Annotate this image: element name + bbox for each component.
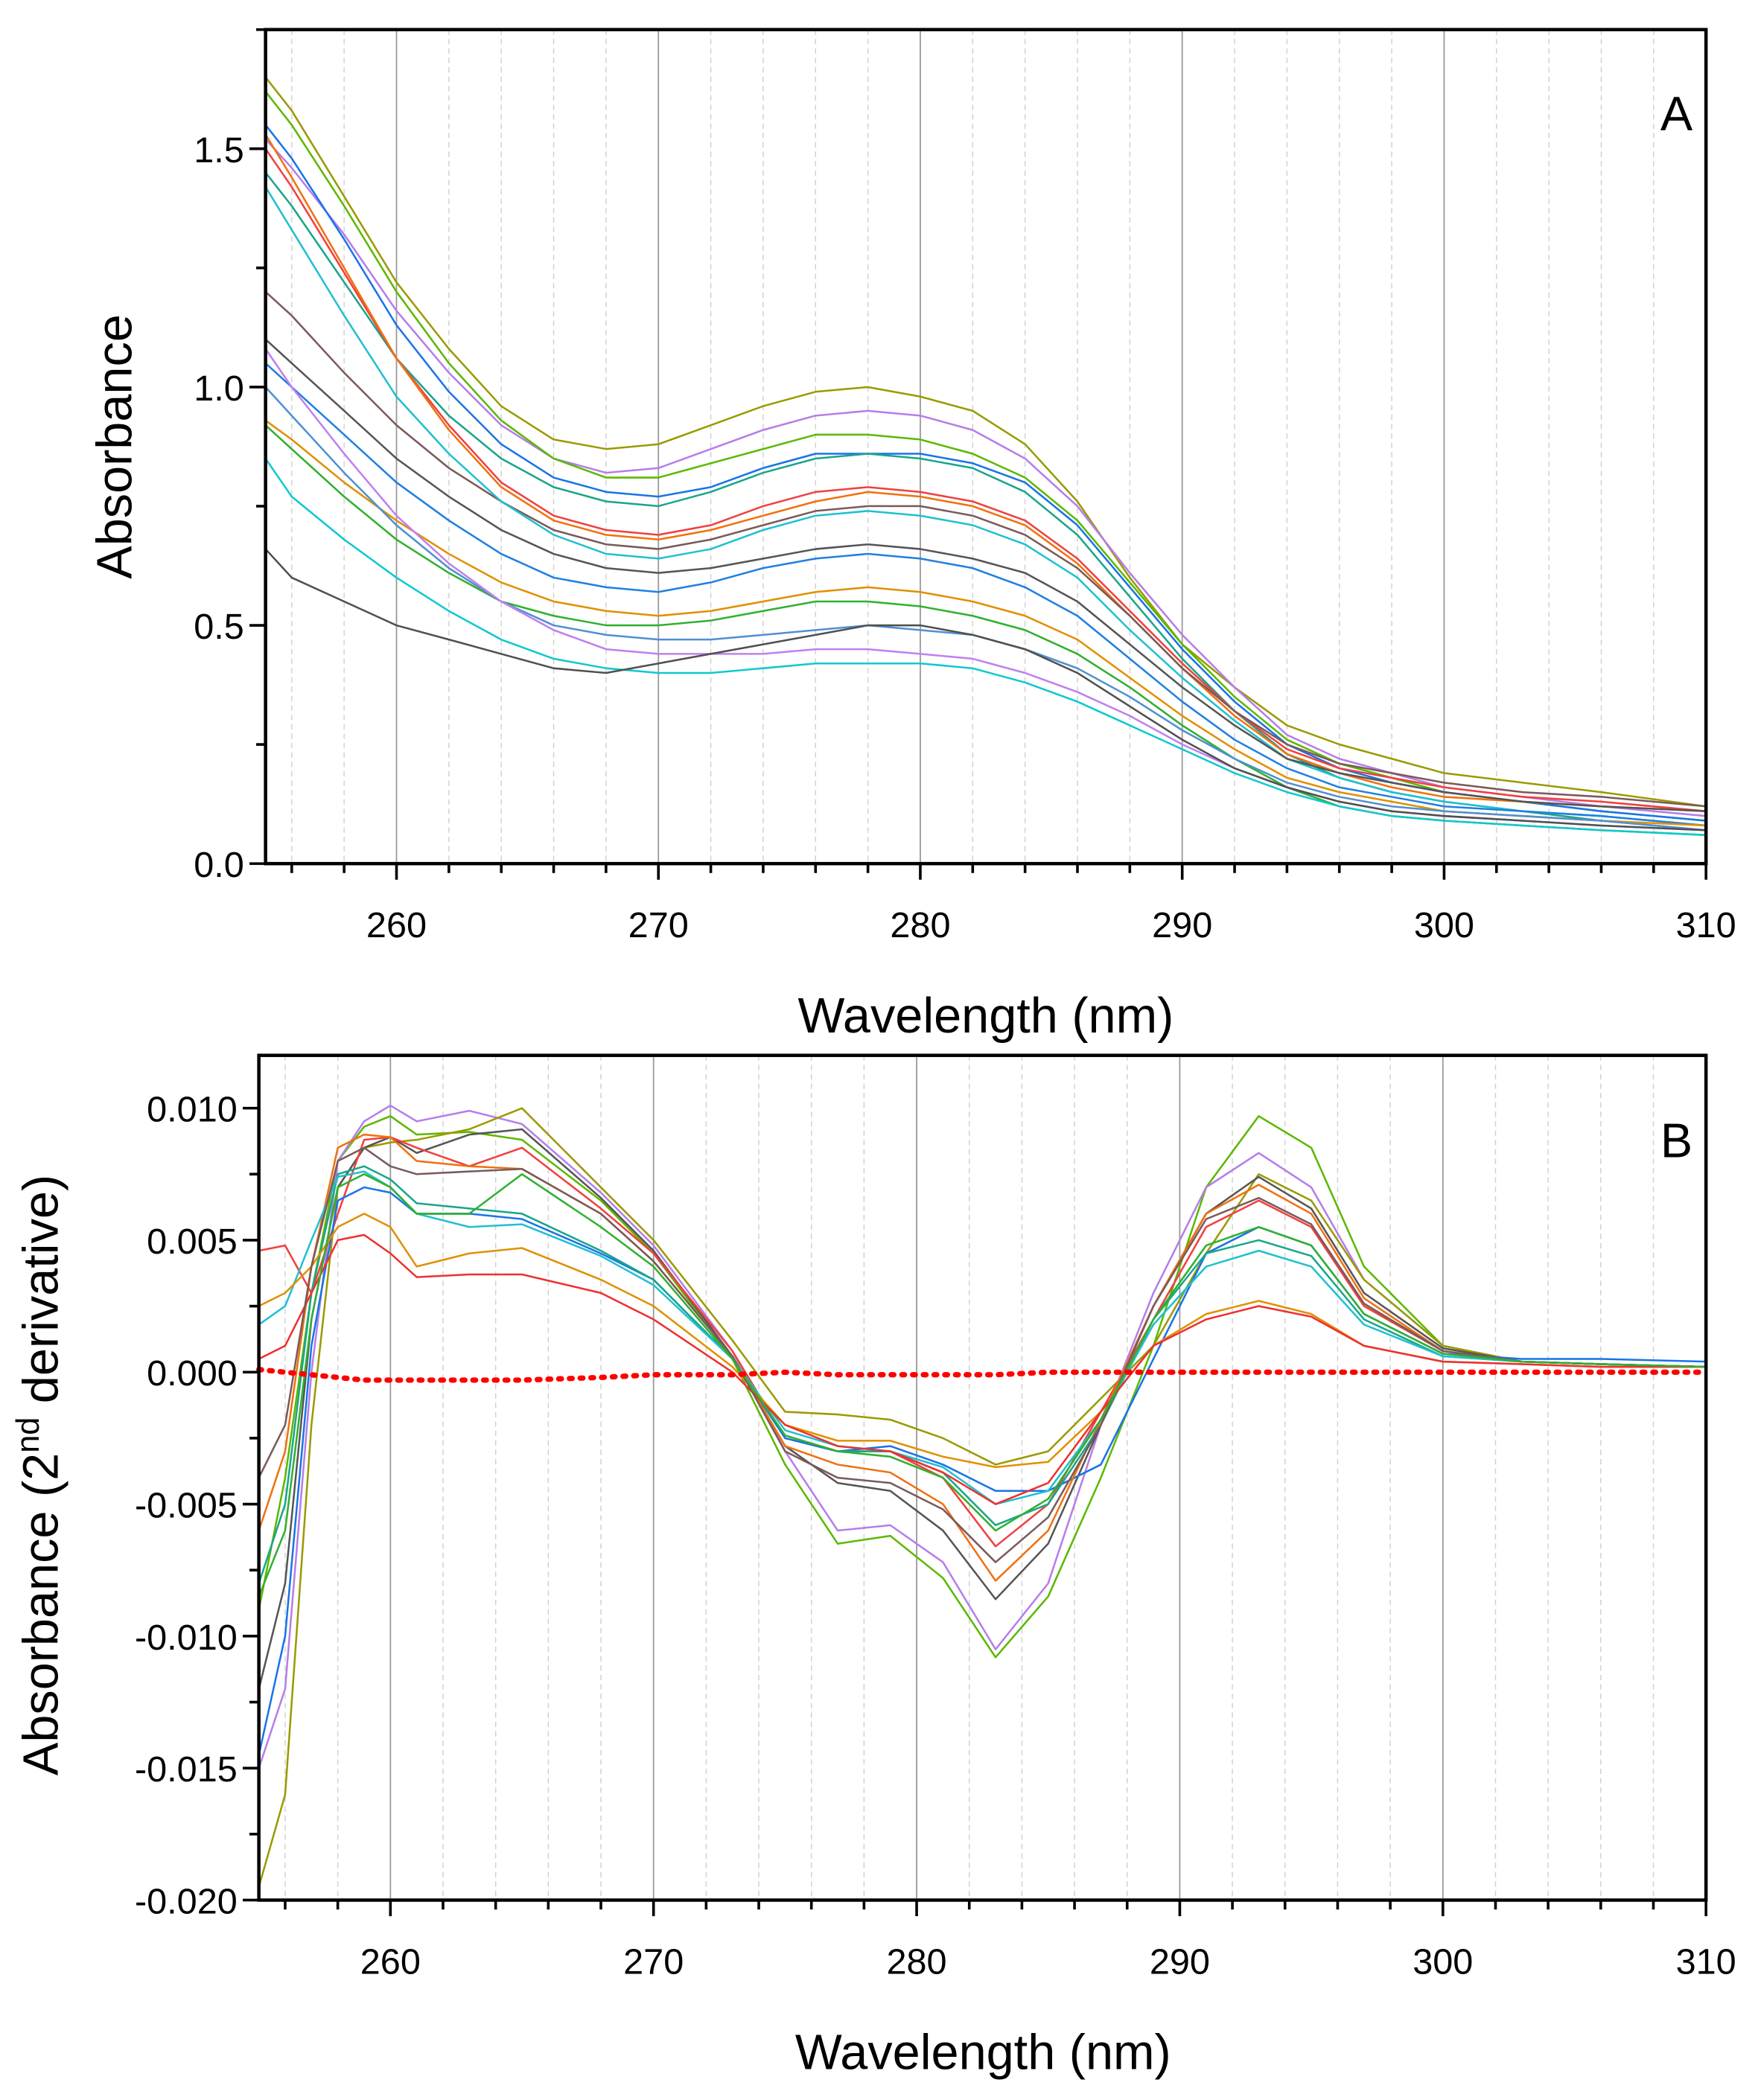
y-axis-title-b: Absorbance (2nd derivative) bbox=[10, 1175, 69, 1775]
series-line-9 bbox=[258, 1170, 1707, 1505]
series-line-3 bbox=[264, 91, 1707, 822]
y-tick-label: 0.000 bbox=[147, 1353, 238, 1394]
series-line-13 bbox=[264, 424, 1707, 837]
y-tick-label: 1.0 bbox=[194, 368, 244, 409]
series-line-4 bbox=[258, 1128, 1707, 1690]
y-axis-title-b-rest: derivative) bbox=[13, 1175, 69, 1417]
panel-a-absorbance-chart: A Wavelength (nm) Absorbance 260 270 280 29… bbox=[88, 28, 1736, 1044]
y-tick-label: -0.010 bbox=[135, 1618, 238, 1658]
plot-frame bbox=[257, 1053, 1708, 1902]
y-tick-label: 0.0 bbox=[194, 845, 244, 885]
series-line-11 bbox=[264, 362, 1707, 827]
series-line-8 bbox=[258, 1165, 1707, 1584]
grid bbox=[291, 29, 1655, 864]
x-tick-label: 300 bbox=[1414, 905, 1474, 945]
series-line-9 bbox=[264, 186, 1707, 827]
x-axis-title-a: Wavelength (nm) bbox=[797, 989, 1174, 1044]
baseline-dotted-series bbox=[256, 1367, 1709, 1383]
series-line-1 bbox=[264, 76, 1707, 808]
series-line-12 bbox=[258, 1146, 1707, 1563]
y-tick-label: -0.005 bbox=[135, 1486, 238, 1526]
series-line-1 bbox=[258, 1115, 1707, 1659]
y-axis-title-b-superscript: nd bbox=[10, 1417, 46, 1453]
y-tick-label: 0.005 bbox=[147, 1222, 238, 1262]
panel-label-b: B bbox=[1660, 1114, 1692, 1168]
series-line-6 bbox=[264, 148, 1707, 812]
series-line-2 bbox=[258, 1104, 1707, 1769]
y-tick-label: 1.5 bbox=[194, 130, 244, 170]
x-tick-label: 270 bbox=[628, 905, 689, 945]
x-tick-label: 290 bbox=[1150, 1942, 1210, 1982]
series-group bbox=[256, 1104, 1709, 1888]
series-group bbox=[264, 76, 1707, 837]
x-tick-label: 310 bbox=[1676, 905, 1736, 945]
panel-label-a: A bbox=[1660, 86, 1693, 141]
x-tick-label: 290 bbox=[1152, 905, 1212, 945]
series-line-16 bbox=[264, 458, 1707, 837]
x-tick-label: 280 bbox=[886, 1942, 946, 1982]
series-line-3 bbox=[258, 1107, 1707, 1888]
x-tick-label: 280 bbox=[890, 905, 950, 945]
y-tick-label: 0.5 bbox=[194, 607, 244, 647]
plot-frame bbox=[264, 28, 1708, 866]
x-tick-label: 260 bbox=[366, 905, 427, 945]
series-line-12 bbox=[264, 419, 1707, 827]
panel-b-second-derivative-chart: B Wavelength (nm) Absorbance (2nd deriva… bbox=[10, 1053, 1736, 2080]
series-line-4 bbox=[264, 124, 1707, 822]
y-axis-title-a: Absorbance bbox=[88, 314, 143, 579]
x-tick-label: 310 bbox=[1676, 1942, 1736, 1982]
x-tick-label: 260 bbox=[360, 1942, 421, 1982]
x-tick-label: 270 bbox=[623, 1942, 684, 1982]
x-tick-label: 300 bbox=[1413, 1942, 1473, 1982]
series-line-10 bbox=[264, 338, 1707, 812]
series-line-8 bbox=[264, 290, 1707, 808]
series-line-7 bbox=[258, 1133, 1707, 1582]
series-line-6 bbox=[258, 1186, 1707, 1755]
series-line-11 bbox=[258, 1233, 1707, 1505]
series-line-13 bbox=[258, 1173, 1707, 1598]
series-line-17 bbox=[264, 548, 1707, 832]
x-axis-title-b: Wavelength (nm) bbox=[795, 2025, 1171, 2080]
y-tick-label: 0.010 bbox=[147, 1090, 238, 1130]
y-axis-title-b-main: Absorbance (2 bbox=[13, 1453, 69, 1775]
series-line-5 bbox=[264, 172, 1707, 832]
series-line-14 bbox=[264, 386, 1707, 832]
series-line-2 bbox=[264, 138, 1707, 817]
series-line-10 bbox=[258, 1213, 1707, 1469]
series-line-7 bbox=[264, 133, 1707, 812]
y-tick-label: -0.020 bbox=[135, 1881, 238, 1921]
y-tick-label: -0.015 bbox=[135, 1749, 238, 1790]
